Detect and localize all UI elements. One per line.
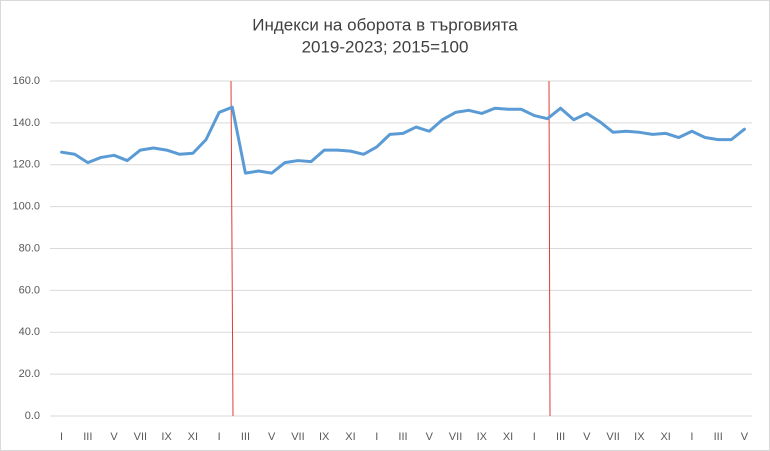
x-tick-label: VII: [291, 431, 304, 443]
x-tick-label: I: [218, 431, 221, 443]
x-tick-label: III: [556, 431, 565, 443]
x-tick-label: VII: [134, 431, 147, 443]
x-tick-label: V: [426, 431, 434, 443]
x-tick-label: III: [241, 431, 250, 443]
x-tick-label: I: [375, 431, 378, 443]
y-tick-label: 160.0: [12, 75, 40, 87]
x-tick-label: VII: [449, 431, 462, 443]
y-tick-label: 80.0: [19, 242, 40, 254]
x-tick-label: XI: [660, 431, 670, 443]
x-tick-label: IX: [477, 431, 488, 443]
x-tick-label: VII: [606, 431, 619, 443]
chart-title: Индекси на оборота в търговията: [252, 15, 518, 34]
y-tick-label: 120.0: [12, 159, 40, 171]
x-tick-label: V: [110, 431, 118, 443]
marker-line: [548, 80, 551, 417]
x-tick-label: XI: [345, 431, 355, 443]
y-tick-label: 40.0: [19, 326, 40, 338]
x-tick-label: XI: [503, 431, 513, 443]
y-tick-label: 60.0: [19, 284, 40, 296]
x-tick-label: V: [268, 431, 276, 443]
x-tick-label: III: [398, 431, 407, 443]
x-tick-label: I: [60, 431, 63, 443]
x-tick-label: III: [83, 431, 92, 443]
y-tick-label: 0.0: [25, 410, 40, 422]
chart-subtitle: 2019-2023; 2015=100: [302, 37, 469, 56]
x-tick-label: V: [741, 431, 749, 443]
x-tick-label: XI: [188, 431, 198, 443]
x-tick-label: IX: [634, 431, 645, 443]
y-tick-label: 100.0: [12, 201, 40, 213]
x-tick-label: IX: [161, 431, 172, 443]
x-tick-label: V: [583, 431, 591, 443]
x-tick-label: I: [533, 431, 536, 443]
marker-line: [230, 80, 234, 417]
y-tick-label: 20.0: [19, 368, 40, 380]
y-tick-label: 140.0: [12, 117, 40, 129]
series-line: [60, 105, 746, 175]
x-tick-label: I: [690, 431, 693, 443]
x-tick-label: IX: [319, 431, 330, 443]
x-tick-label: III: [714, 431, 723, 443]
